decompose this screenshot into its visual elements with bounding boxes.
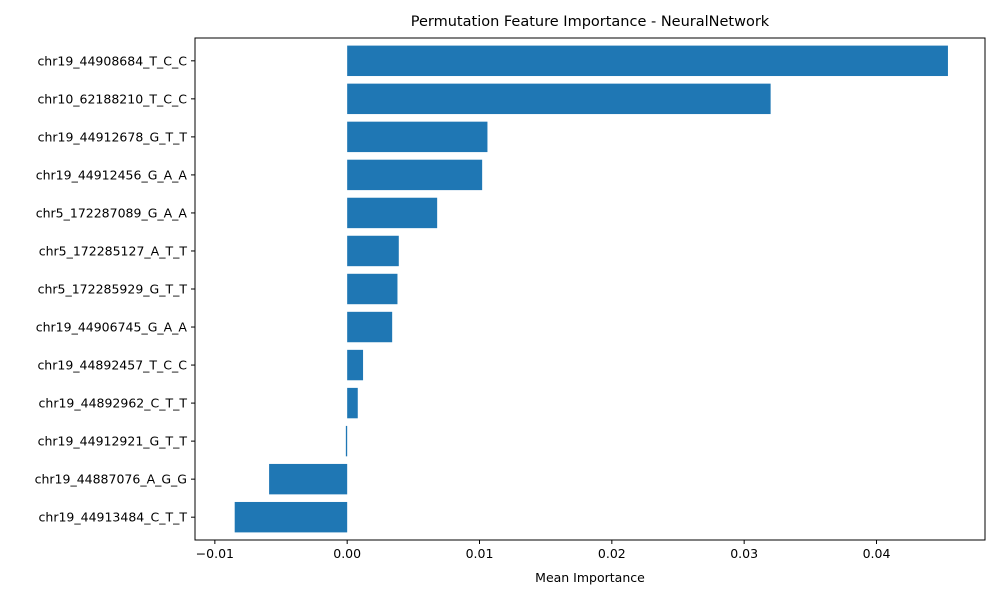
y-tick-label: chr19_44908684_T_C_C — [37, 53, 187, 68]
y-tick-label: chr5_172287089_G_A_A — [36, 205, 188, 220]
y-tick-label: chr19_44912921_G_T_T — [38, 434, 188, 449]
x-tick-label: 0.01 — [466, 546, 494, 561]
bar — [234, 501, 348, 533]
x-tick-label: 0.04 — [863, 546, 891, 561]
y-tick-label: chr10_62188210_T_C_C — [37, 91, 187, 106]
bar — [347, 197, 438, 229]
x-axis: −0.01 0.00 0.01 0.02 0.03 0.04 — [196, 540, 891, 561]
bar — [347, 387, 358, 419]
y-tick-label: chr5_172285127_A_T_T — [39, 243, 188, 258]
y-tick-label: chr19_44913484_C_T_T — [39, 510, 188, 525]
x-tick-label: 0.00 — [333, 546, 361, 561]
bar — [347, 273, 398, 305]
y-tick-label: chr19_44912456_G_A_A — [36, 167, 188, 182]
x-tick-label: −0.01 — [196, 546, 234, 561]
bar — [347, 235, 399, 267]
bar — [347, 159, 483, 191]
bars-layer — [234, 45, 948, 533]
bar — [269, 463, 348, 495]
bar — [347, 311, 393, 343]
x-tick-label: 0.02 — [598, 546, 626, 561]
x-tick-label: 0.03 — [730, 546, 758, 561]
x-axis-label: Mean Importance — [535, 570, 645, 585]
bar — [347, 45, 948, 77]
y-tick-label: chr19_44906745_G_A_A — [36, 320, 188, 335]
y-axis: chr19_44908684_T_C_C chr10_62188210_T_C_C… — [35, 53, 195, 525]
y-tick-label: chr19_44892962_C_T_T — [39, 396, 188, 411]
bar — [345, 425, 348, 457]
bar — [347, 83, 771, 115]
chart-title: Permutation Feature Importance - NeuralN… — [411, 14, 770, 30]
plot-frame — [194, 37, 986, 541]
y-tick-label: chr19_44892457_T_C_C — [37, 358, 187, 373]
bar — [347, 349, 364, 381]
bar — [347, 121, 488, 153]
y-tick-label: chr19_44887076_A_G_G — [35, 472, 187, 487]
y-tick-label: chr5_172285929_G_T_T — [38, 282, 188, 297]
y-tick-label: chr19_44912678_G_T_T — [38, 129, 188, 144]
